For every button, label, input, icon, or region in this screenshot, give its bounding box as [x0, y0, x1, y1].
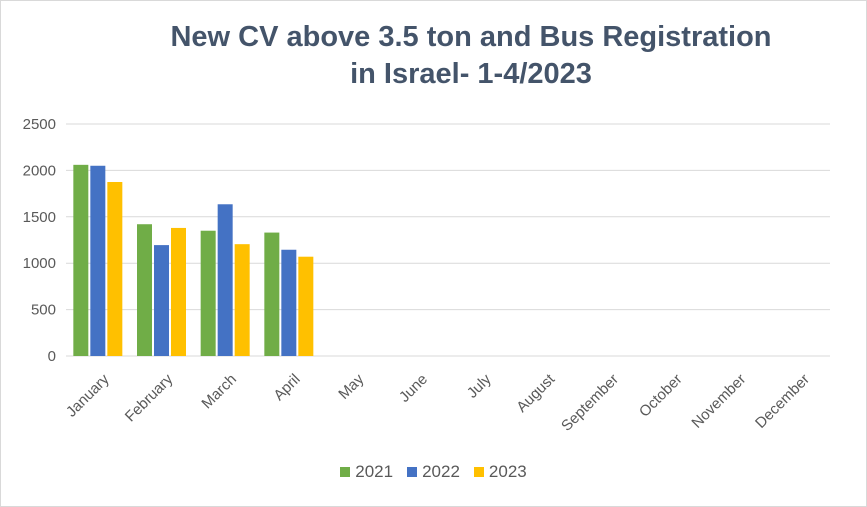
y-tick-label: 500 — [31, 302, 56, 319]
bar-2023-january — [107, 182, 123, 356]
chart-title: New CV above 3.5 ton and Bus Registratio… — [91, 19, 851, 93]
bar-2022-april — [281, 249, 297, 356]
legend: 2021 2022 2023 — [0, 462, 867, 482]
legend-item-2022: 2022 — [407, 462, 460, 482]
x-tick-label: May — [335, 370, 367, 402]
legend-item-2021: 2021 — [340, 462, 393, 482]
x-tick-label: June — [396, 371, 431, 406]
x-tick-label: February — [122, 370, 177, 425]
bar-2021-february — [137, 224, 152, 356]
chart-title-line-2: in Israel- 1-4/2023 — [350, 58, 592, 90]
y-tick-label: 1500 — [23, 209, 56, 226]
x-tick-label: January — [63, 370, 113, 420]
x-tick-label: July — [464, 370, 495, 401]
x-tick-label: November — [688, 371, 749, 432]
y-tick-label: 0 — [48, 348, 56, 365]
legend-label: 2021 — [355, 462, 394, 481]
bar-2022-january — [90, 165, 106, 356]
legend-label: 2023 — [488, 462, 527, 481]
legend-label: 2022 — [422, 462, 460, 481]
legend-swatch — [340, 467, 351, 477]
bar-2021-april — [264, 232, 280, 356]
bar-2023-april — [298, 256, 314, 356]
x-tick-label: December — [752, 371, 813, 432]
y-tick-label: 1000 — [23, 255, 56, 272]
y-tick-label: 2000 — [23, 162, 56, 179]
x-tick-label: October — [636, 371, 686, 421]
x-tick-label: August — [513, 370, 559, 416]
bar-2023-march — [234, 244, 250, 356]
legend-item-2023: 2023 — [473, 462, 527, 482]
x-tick-label: September — [558, 371, 622, 435]
x-tick-label: April — [270, 371, 303, 404]
y-tick-label: 2500 — [23, 116, 56, 133]
legend-swatch — [407, 467, 418, 477]
legend-swatch — [473, 467, 484, 477]
x-tick-label: March — [198, 371, 239, 412]
bar-2022-march — [217, 204, 233, 356]
bar-2023-february — [171, 227, 186, 356]
chart-title-line-1: New CV above 3.5 ton and Bus Registratio… — [170, 21, 772, 53]
bar-2021-march — [200, 230, 216, 356]
bar-2022-february — [154, 245, 169, 356]
bar-2021-january — [73, 164, 89, 356]
